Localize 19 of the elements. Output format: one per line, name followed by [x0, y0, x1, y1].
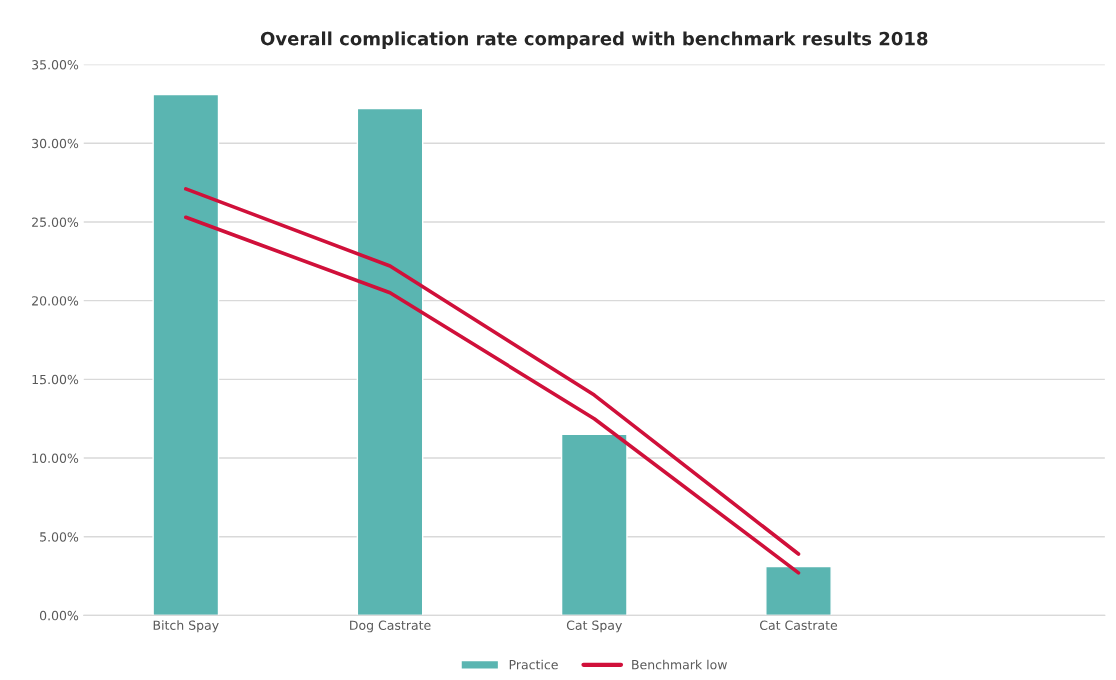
legend-label: Benchmark low [632, 659, 727, 670]
bar [765, 565, 832, 616]
bar [560, 433, 628, 616]
y-tick-label: 15.00% [32, 374, 79, 385]
y-tick-label: 30.00% [32, 138, 79, 149]
y-tick-label: 25.00% [32, 217, 79, 227]
x-tick-label: Cat Castrate [759, 620, 838, 630]
y-tick-label: 0.00% [39, 610, 79, 621]
legend-label: Practice [509, 659, 558, 670]
y-tick-label: 5.00% [40, 532, 79, 542]
bar [152, 93, 220, 616]
y-tick-label: 20.00% [32, 296, 79, 306]
y-tick-label: 10.00% [32, 453, 79, 463]
chart-title: Overall complication rate compared with benchmark results 2018 [260, 31, 928, 49]
x-tick-label: Bitch Spay [153, 620, 219, 633]
y-tick-label: 35.00% [32, 60, 79, 70]
x-tick-label: Dog Castrate [350, 620, 431, 633]
bar [356, 107, 424, 616]
x-tick-label: Cat Spay [566, 620, 622, 633]
